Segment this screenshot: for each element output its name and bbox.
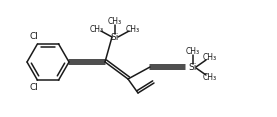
Text: Cl: Cl <box>29 83 38 92</box>
Text: CH₃: CH₃ <box>203 53 217 62</box>
Text: CH₃: CH₃ <box>126 24 140 33</box>
Text: CH₃: CH₃ <box>90 24 104 33</box>
Text: CH₃: CH₃ <box>186 46 200 55</box>
Text: Si: Si <box>111 33 119 42</box>
Text: Si: Si <box>189 62 197 71</box>
Text: CH₃: CH₃ <box>203 73 217 82</box>
Text: Cl: Cl <box>29 32 38 41</box>
Text: CH₃: CH₃ <box>108 16 122 26</box>
